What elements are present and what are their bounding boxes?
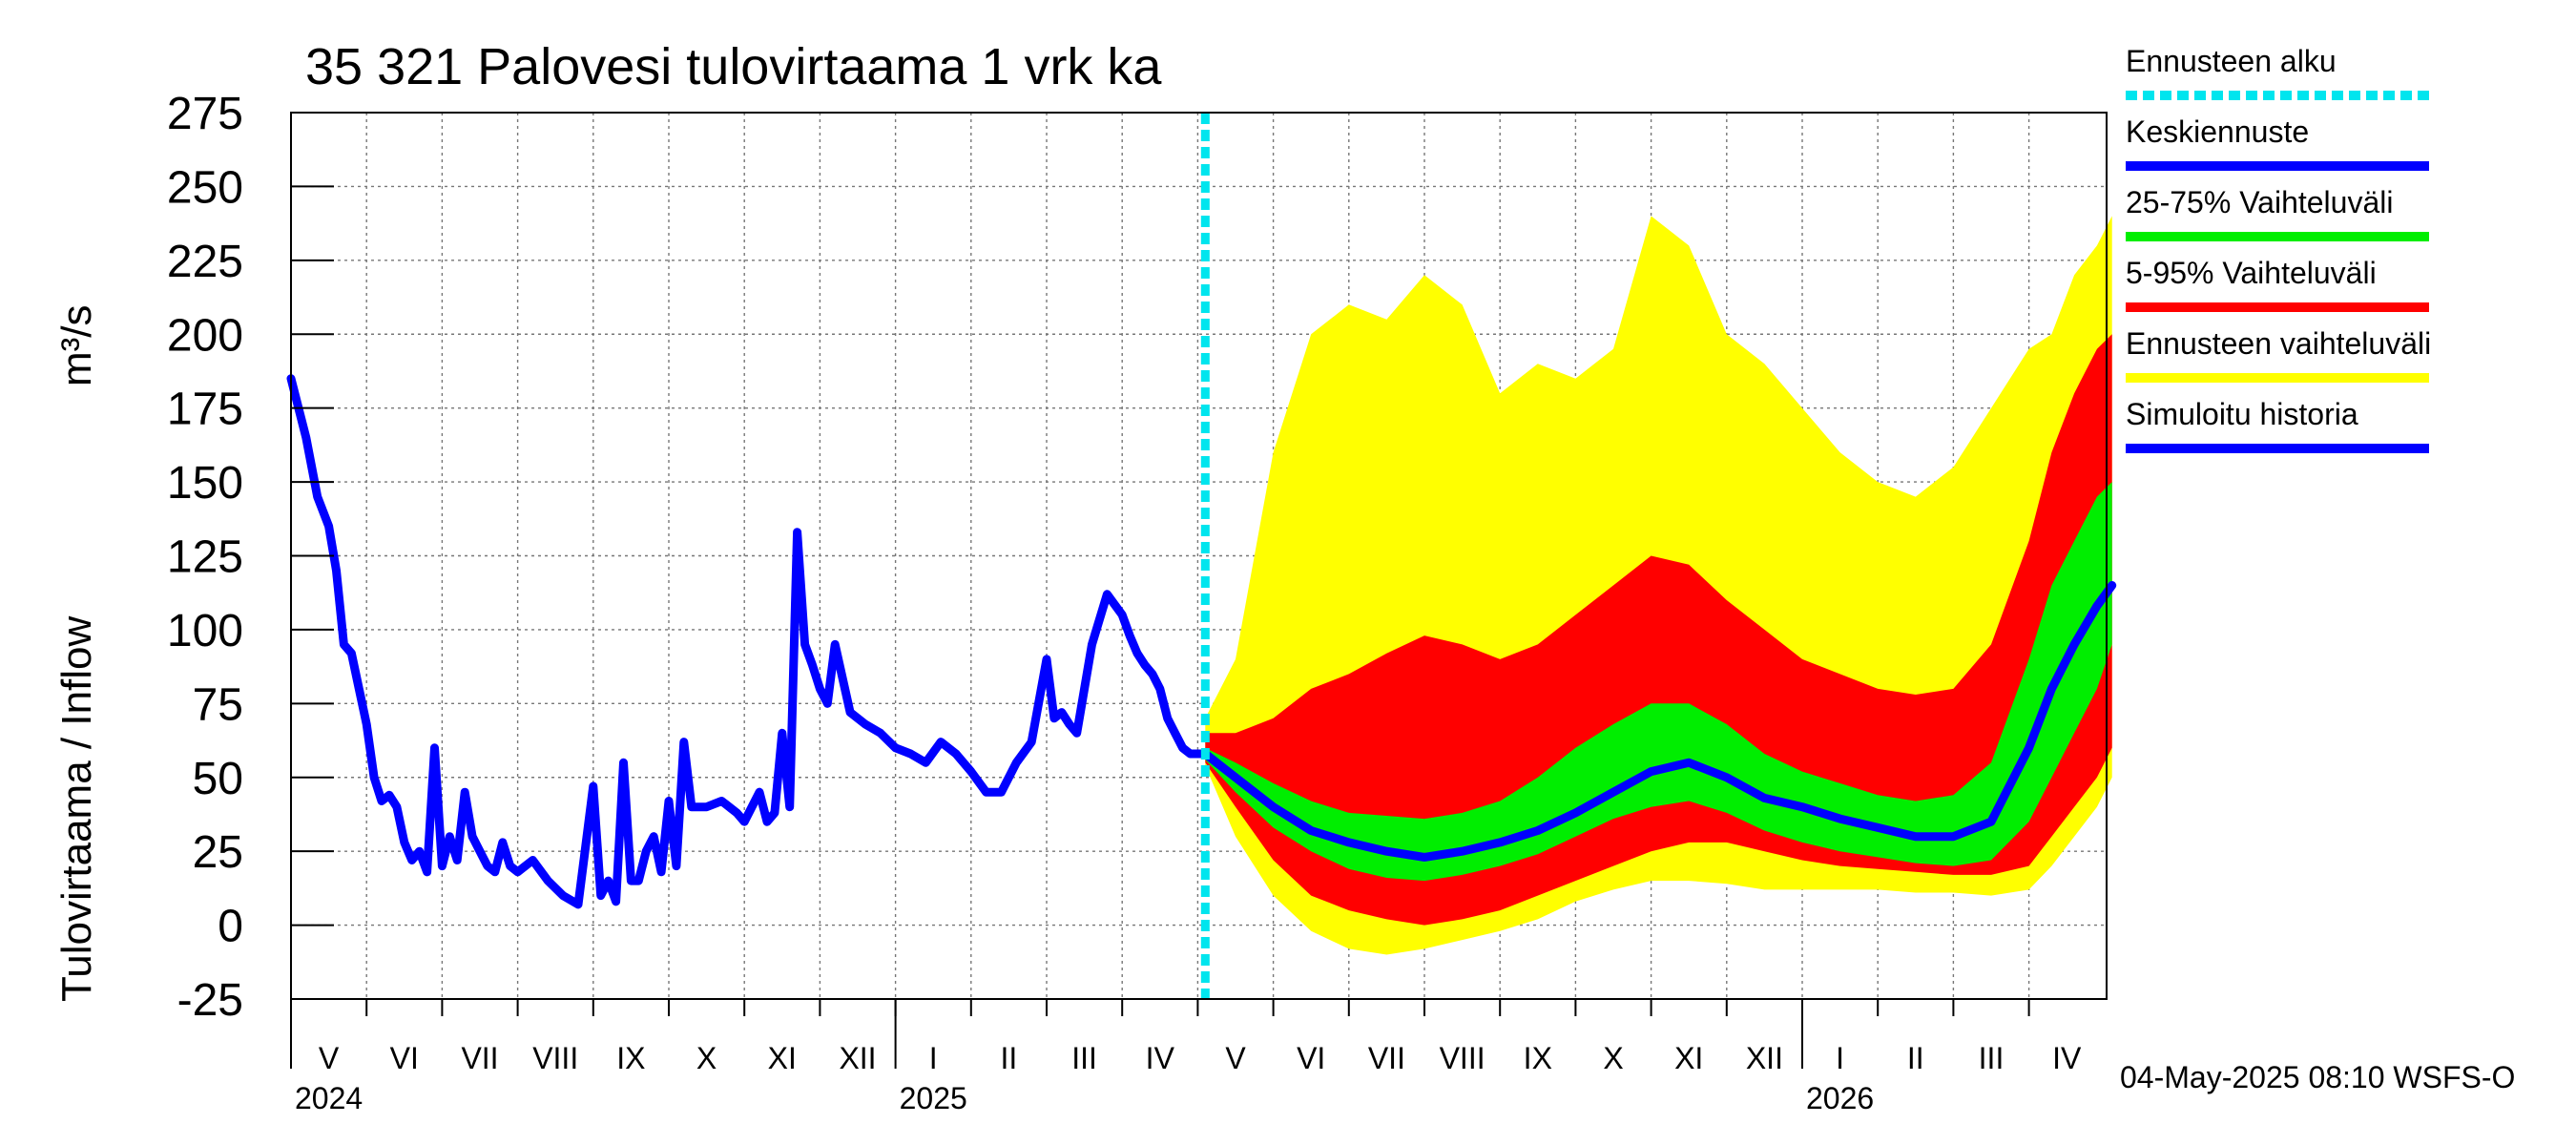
x-month-label: X — [1603, 1041, 1623, 1075]
y-tick-label: 200 — [167, 310, 243, 361]
x-month-label: VIII — [1440, 1041, 1485, 1075]
y-tick-label: 150 — [167, 458, 243, 509]
y-tick-label: 75 — [193, 679, 243, 730]
x-month-label: IX — [616, 1041, 645, 1075]
y-tick-label: 175 — [167, 385, 243, 435]
legend: Ennusteen alku Keskiennuste 25-75% Vaihtel… — [2126, 44, 2431, 453]
y-axis-label-group: Tulovirtaama / Inflow m³/s — [53, 304, 100, 1002]
y-tick-label: 275 — [167, 89, 243, 139]
y-tick-label: 100 — [167, 606, 243, 656]
x-month-label: XI — [768, 1041, 797, 1075]
footer-timestamp: 04-May-2025 08:10 WSFS-O — [2120, 1060, 2515, 1094]
x-month-label: VII — [461, 1041, 498, 1075]
y-axis-label: Tulovirtaama / Inflow — [53, 615, 100, 1002]
legend-item: 5-95% Vaihteluväli — [2126, 256, 2429, 312]
x-month-label: II — [1907, 1041, 1924, 1075]
x-month-label: IV — [1146, 1041, 1175, 1075]
x-month-label: VI — [390, 1041, 419, 1075]
legend-label: Ennusteen vaihteluväli — [2126, 326, 2431, 361]
x-month-label: IV — [2052, 1041, 2082, 1075]
legend-item: Ennusteen alku — [2126, 44, 2429, 100]
x-month-label: I — [929, 1041, 938, 1075]
y-tick-label: 0 — [218, 902, 243, 952]
y-tick-label: 125 — [167, 532, 243, 583]
x-month-label: II — [1001, 1041, 1018, 1075]
y-tick-label: -25 — [177, 975, 243, 1026]
x-year-label: 2024 — [295, 1081, 363, 1115]
x-month-label: XI — [1674, 1041, 1703, 1075]
band-5-95 — [1205, 334, 2112, 926]
legend-label: 5-95% Vaihteluväli — [2126, 256, 2377, 290]
x-month-label: V — [1225, 1041, 1246, 1075]
x-month-label: III — [1979, 1041, 2005, 1075]
x-month-label: VIII — [532, 1041, 578, 1075]
history-line — [286, 374, 1210, 909]
legend-item: Ennusteen vaihteluväli — [2126, 326, 2431, 383]
x-year-label: 2025 — [900, 1081, 967, 1115]
band-25-75 — [1205, 482, 2112, 882]
legend-label: Ennusteen alku — [2126, 44, 2337, 78]
legend-label: Keskiennuste — [2126, 114, 2309, 149]
legend-label: Simuloitu historia — [2126, 397, 2358, 431]
x-month-label: I — [1836, 1041, 1844, 1075]
legend-item: 25-75% Vaihteluväli — [2126, 185, 2429, 241]
x-month-label: III — [1071, 1041, 1097, 1075]
y-axis-unit: m³/s — [53, 304, 100, 386]
x-month-label: V — [319, 1041, 340, 1075]
x-month-label: X — [696, 1041, 717, 1075]
legend-item: Simuloitu historia — [2126, 397, 2429, 453]
x-month-label: XII — [1746, 1041, 1783, 1075]
y-tick-label: 250 — [167, 162, 243, 213]
x-month-label: IX — [1524, 1041, 1552, 1075]
x-year-label: 2026 — [1806, 1081, 1874, 1115]
x-month-label: VI — [1297, 1041, 1325, 1075]
legend-item: Keskiennuste — [2126, 114, 2429, 171]
x-month-label: XII — [839, 1041, 876, 1075]
y-tick-label: 50 — [193, 754, 243, 804]
chart-title: 35 321 Palovesi tulovirtaama 1 vrk ka — [305, 38, 1162, 95]
y-tick-label: 225 — [167, 237, 243, 287]
y-tick-label: 25 — [193, 827, 243, 878]
x-month-label: VII — [1368, 1041, 1405, 1075]
median-forecast-line — [1200, 581, 2117, 862]
legend-label: 25-75% Vaihteluväli — [2126, 185, 2393, 219]
